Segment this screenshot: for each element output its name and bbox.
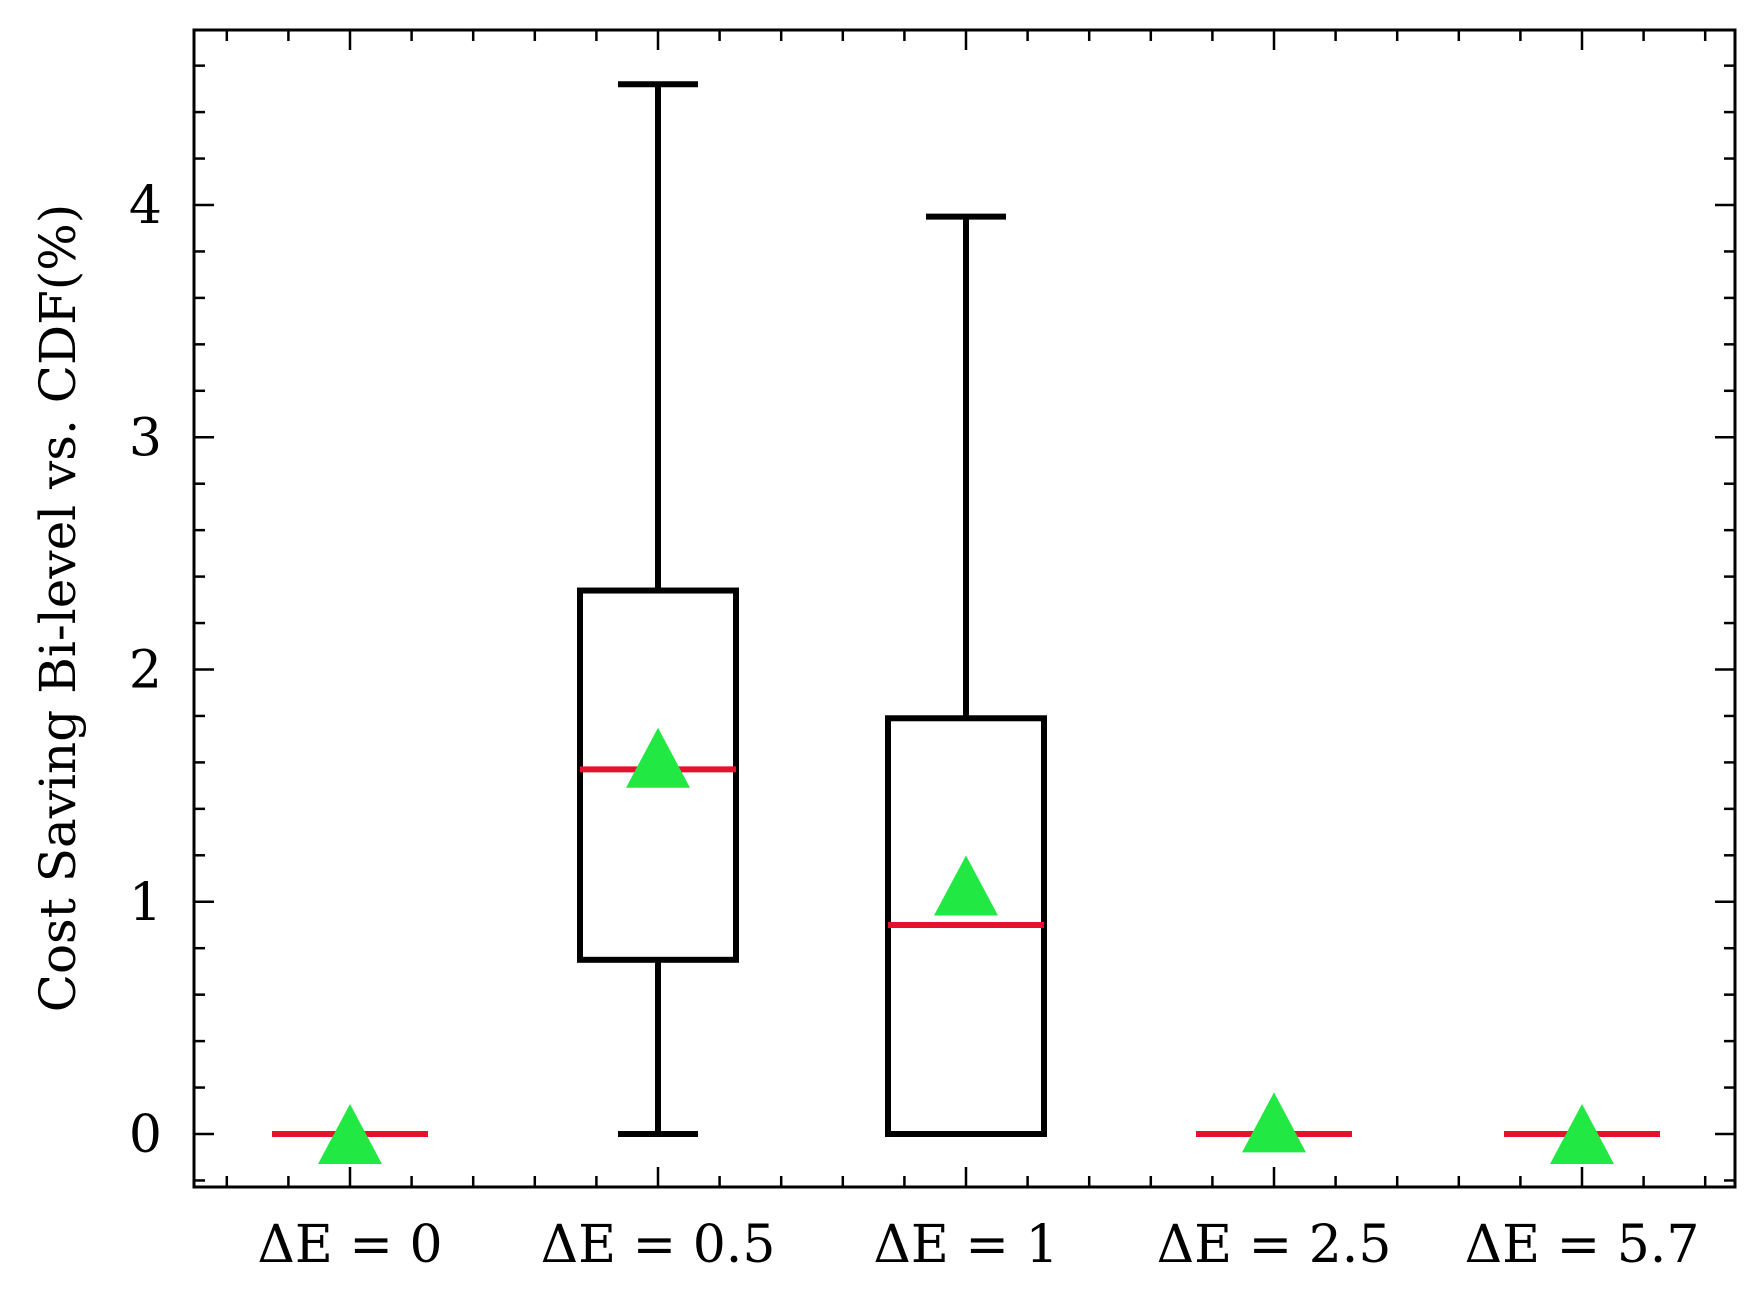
x-tick-label: ΔE = 1 (873, 1215, 1058, 1275)
mean-marker (1550, 1104, 1614, 1164)
box-group (577, 81, 739, 1137)
y-tick-label: 0 (129, 1105, 162, 1165)
x-tick-label: ΔE = 2.5 (1157, 1215, 1392, 1275)
mean-marker (626, 727, 690, 788)
box-group (885, 213, 1047, 1138)
y-tick-labels: 0 1 2 3 4 (129, 176, 162, 1165)
y-axis-label: Cost Saving Bi-level vs. CDF(%) (29, 204, 87, 1013)
mean-marker (1242, 1092, 1306, 1153)
iqr-box (577, 587, 739, 963)
y-tick-label: 1 (129, 873, 162, 933)
mean-marker (934, 855, 998, 916)
box-group (1504, 1104, 1660, 1164)
x-tick-labels: ΔE = 0 ΔE = 0.5 ΔE = 1 ΔE = 2.5 ΔE = 5.7 (257, 1215, 1699, 1275)
mean-marker (318, 1104, 382, 1164)
axis-ticks (194, 30, 1735, 1187)
box-group (1196, 1092, 1352, 1153)
x-tick-label: ΔE = 5.7 (1465, 1215, 1700, 1275)
plot-frame (192, 28, 1737, 1189)
x-tick-label: ΔE = 0 (257, 1215, 442, 1275)
boxes (272, 81, 1660, 1164)
y-tick-label: 3 (129, 408, 162, 468)
y-tick-label: 2 (129, 641, 162, 701)
x-tick-label: ΔE = 0.5 (541, 1215, 776, 1275)
y-tick-label: 4 (129, 176, 162, 236)
box-group (272, 1104, 428, 1164)
